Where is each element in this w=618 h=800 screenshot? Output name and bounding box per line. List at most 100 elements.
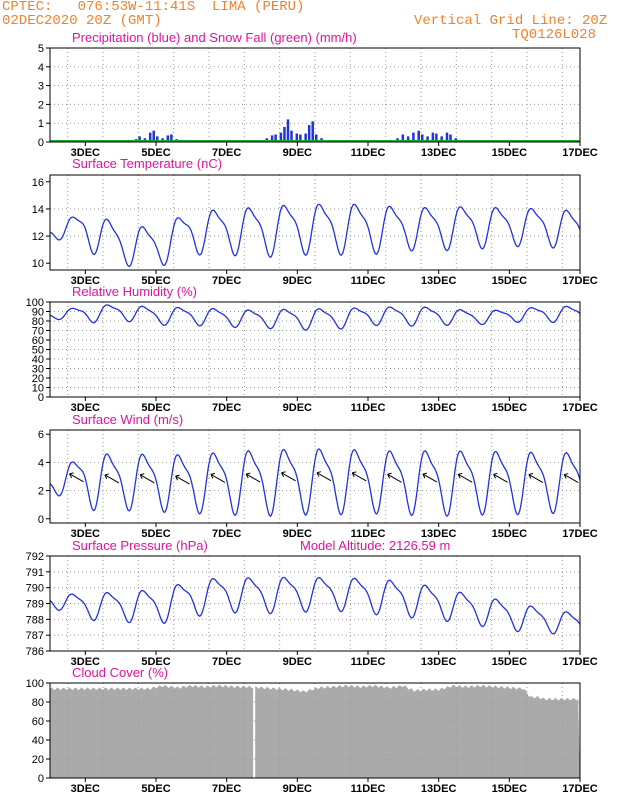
y-tick-label: 791	[26, 567, 44, 579]
panel-frame	[49, 174, 581, 271]
x-tick-label: 15DEC	[492, 656, 528, 668]
y-tick-label: 14	[32, 204, 44, 216]
panel-annotation: Model Altitude: 2126.59 m	[300, 538, 450, 553]
precip-bar	[283, 126, 286, 142]
precip-bar	[295, 133, 299, 142]
wind-arrow	[528, 474, 544, 483]
panel-frame	[49, 555, 581, 652]
x-tick-label: 9DEC	[283, 656, 312, 668]
x-tick-label: 11DEC	[351, 275, 386, 287]
wind-arrow-head	[422, 472, 428, 479]
x-tick-label: 13DEC	[421, 275, 457, 287]
wind-arrow	[493, 473, 508, 483]
x-tick-label: 15DEC	[492, 275, 528, 287]
x-tick-label: 5DEC	[141, 147, 170, 159]
x-tick-label: 3DEC	[71, 656, 100, 668]
y-tick-label: 80	[32, 316, 44, 328]
x-tick-label: 17DEC	[562, 147, 598, 159]
y-tick-label: 60	[32, 716, 44, 728]
precip-bar	[290, 130, 293, 142]
y-tick-label: 30	[32, 364, 44, 376]
cloud-gap	[253, 683, 256, 778]
x-tick-label: 11DEC	[351, 528, 386, 540]
wind-arrow-head	[316, 471, 322, 477]
precip-bar	[279, 132, 283, 142]
precip-bar	[440, 136, 443, 142]
x-tick-label: 17DEC	[562, 783, 598, 795]
y-tick-label: 787	[26, 630, 44, 642]
panel-title: Cloud Cover (%)	[72, 665, 168, 680]
y-tick-label: 3	[38, 81, 44, 93]
y-tick-label: 60	[32, 335, 44, 347]
x-tick-label: 3DEC	[71, 783, 100, 795]
x-tick-label: 13DEC	[421, 656, 457, 668]
y-tick-label: 2	[38, 99, 44, 111]
x-tick-label: 15DEC	[492, 402, 528, 414]
y-tick-label: 0	[38, 773, 44, 785]
y-tick-label: 792	[26, 551, 44, 563]
wind-arrow-head	[528, 473, 534, 479]
x-tick-label: 11DEC	[351, 402, 386, 414]
precip-bar	[421, 134, 424, 142]
y-tick-label: 788	[26, 614, 44, 626]
panel-title: Precipitation (blue) and Snow Fall (gree…	[72, 30, 357, 45]
x-tick-label: 13DEC	[421, 147, 457, 159]
wind-arrow-head	[69, 472, 74, 479]
y-tick-label: 40	[32, 354, 44, 366]
x-tick-label: 3DEC	[71, 275, 100, 287]
x-tick-label: 7DEC	[212, 275, 241, 287]
panel-title: Surface Pressure (hPa)	[72, 538, 208, 553]
x-tick-label: 7DEC	[212, 783, 241, 795]
panel-title: Surface Temperature (nC)	[72, 156, 222, 171]
x-tick-label: 7DEC	[212, 656, 241, 668]
wind-arrow	[69, 473, 84, 483]
precip-bar	[170, 134, 173, 142]
x-tick-label: 17DEC	[562, 275, 598, 287]
precip-bar	[166, 135, 170, 142]
x-tick-label: 11DEC	[351, 147, 386, 159]
wind-arrow-head	[245, 472, 251, 479]
x-tick-label: 15DEC	[492, 528, 528, 540]
panel-frame	[49, 47, 581, 143]
x-tick-label: 3DEC	[71, 528, 100, 540]
panel-title: Relative Humidity (%)	[72, 284, 197, 299]
y-tick-label: 70	[32, 326, 44, 338]
grid-note: Vertical Grid Line: 20Z	[414, 13, 608, 29]
x-tick-label: 13DEC	[421, 783, 457, 795]
wind-arrow-head	[457, 472, 463, 479]
wind-arrow-head	[281, 471, 286, 477]
date-line: 02DEC2020 20Z (GMT)	[2, 13, 162, 29]
x-tick-label: 5DEC	[141, 528, 170, 540]
x-tick-label: 5DEC	[141, 656, 170, 668]
wind-arrow	[104, 474, 120, 484]
x-tick-label: 9DEC	[283, 275, 312, 287]
y-tick-label: 16	[32, 177, 44, 189]
x-tick-label: 11DEC	[351, 783, 386, 795]
y-tick-label: 2	[38, 486, 44, 498]
wind-arrow-head	[563, 473, 569, 479]
x-tick-label: 5DEC	[141, 402, 170, 414]
precip-bar	[417, 130, 420, 142]
wind-arrow	[281, 472, 296, 482]
wind-arrow	[457, 473, 473, 483]
panel-title: Surface Wind (m/s)	[72, 412, 183, 427]
x-tick-label: 13DEC	[421, 528, 457, 540]
panel-frame	[49, 301, 581, 398]
precip-bar	[449, 134, 452, 142]
y-tick-label: 5	[38, 43, 44, 55]
y-tick-label: 80	[32, 697, 44, 709]
x-tick-label: 9DEC	[283, 783, 312, 795]
precip-bar	[304, 133, 307, 142]
wind-arrow-head	[175, 474, 180, 481]
precip-bar	[148, 132, 152, 142]
x-tick-label: 7DEC	[212, 528, 241, 540]
x-tick-label: 15DEC	[492, 783, 528, 795]
wind-arrow	[387, 473, 402, 483]
rh-series-line	[49, 304, 581, 331]
y-tick-label: 4	[38, 457, 44, 469]
wind-arrow-head	[104, 473, 110, 480]
wind-arrow-head	[210, 472, 216, 479]
y-tick-label: 90	[32, 307, 44, 319]
x-tick-label: 7DEC	[212, 402, 241, 414]
